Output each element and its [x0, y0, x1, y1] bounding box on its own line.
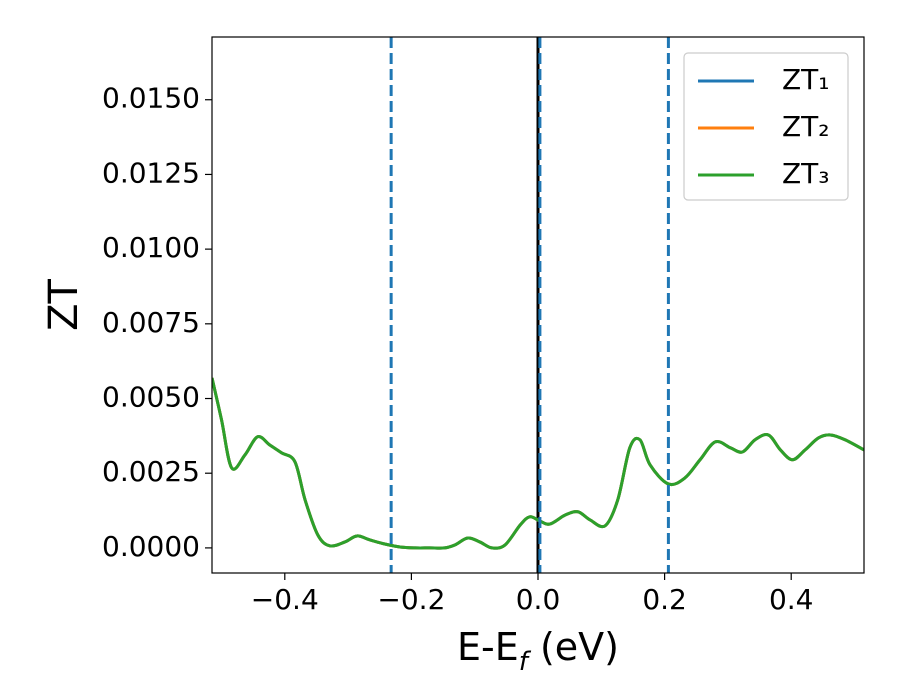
- legend-label: ZT₃: [782, 157, 830, 190]
- x-axis-label: E-Ef (eV): [457, 625, 619, 677]
- x-tick-label: −0.2: [377, 583, 445, 616]
- legend-label: ZT₂: [782, 110, 830, 143]
- y-tick-label: 0.0150: [102, 82, 200, 115]
- x-tick-label: 0.2: [642, 583, 687, 616]
- x-label-rest: (eV): [528, 625, 619, 669]
- y-tick-label: 0.0100: [102, 231, 200, 264]
- plot-frame: [211, 36, 865, 574]
- y-tick-label: 0.0025: [102, 455, 200, 488]
- x-label-main: E-E: [457, 625, 519, 669]
- y-axis-label: ZT: [41, 279, 87, 331]
- y-tick-label: 0.0075: [102, 306, 200, 339]
- legend-box: [683, 52, 849, 201]
- x-tick-label: −0.4: [251, 583, 319, 616]
- x-tick-label: 0.4: [769, 583, 814, 616]
- x-tick-label: 0.0: [516, 583, 561, 616]
- plot-area: [212, 37, 864, 573]
- series-line: [212, 377, 864, 550]
- legend-label: ZT₁: [782, 63, 830, 96]
- y-tick-label: 0.0050: [102, 381, 200, 414]
- y-tick-label: 0.0125: [102, 156, 200, 189]
- y-tick-label: 0.0000: [102, 530, 200, 563]
